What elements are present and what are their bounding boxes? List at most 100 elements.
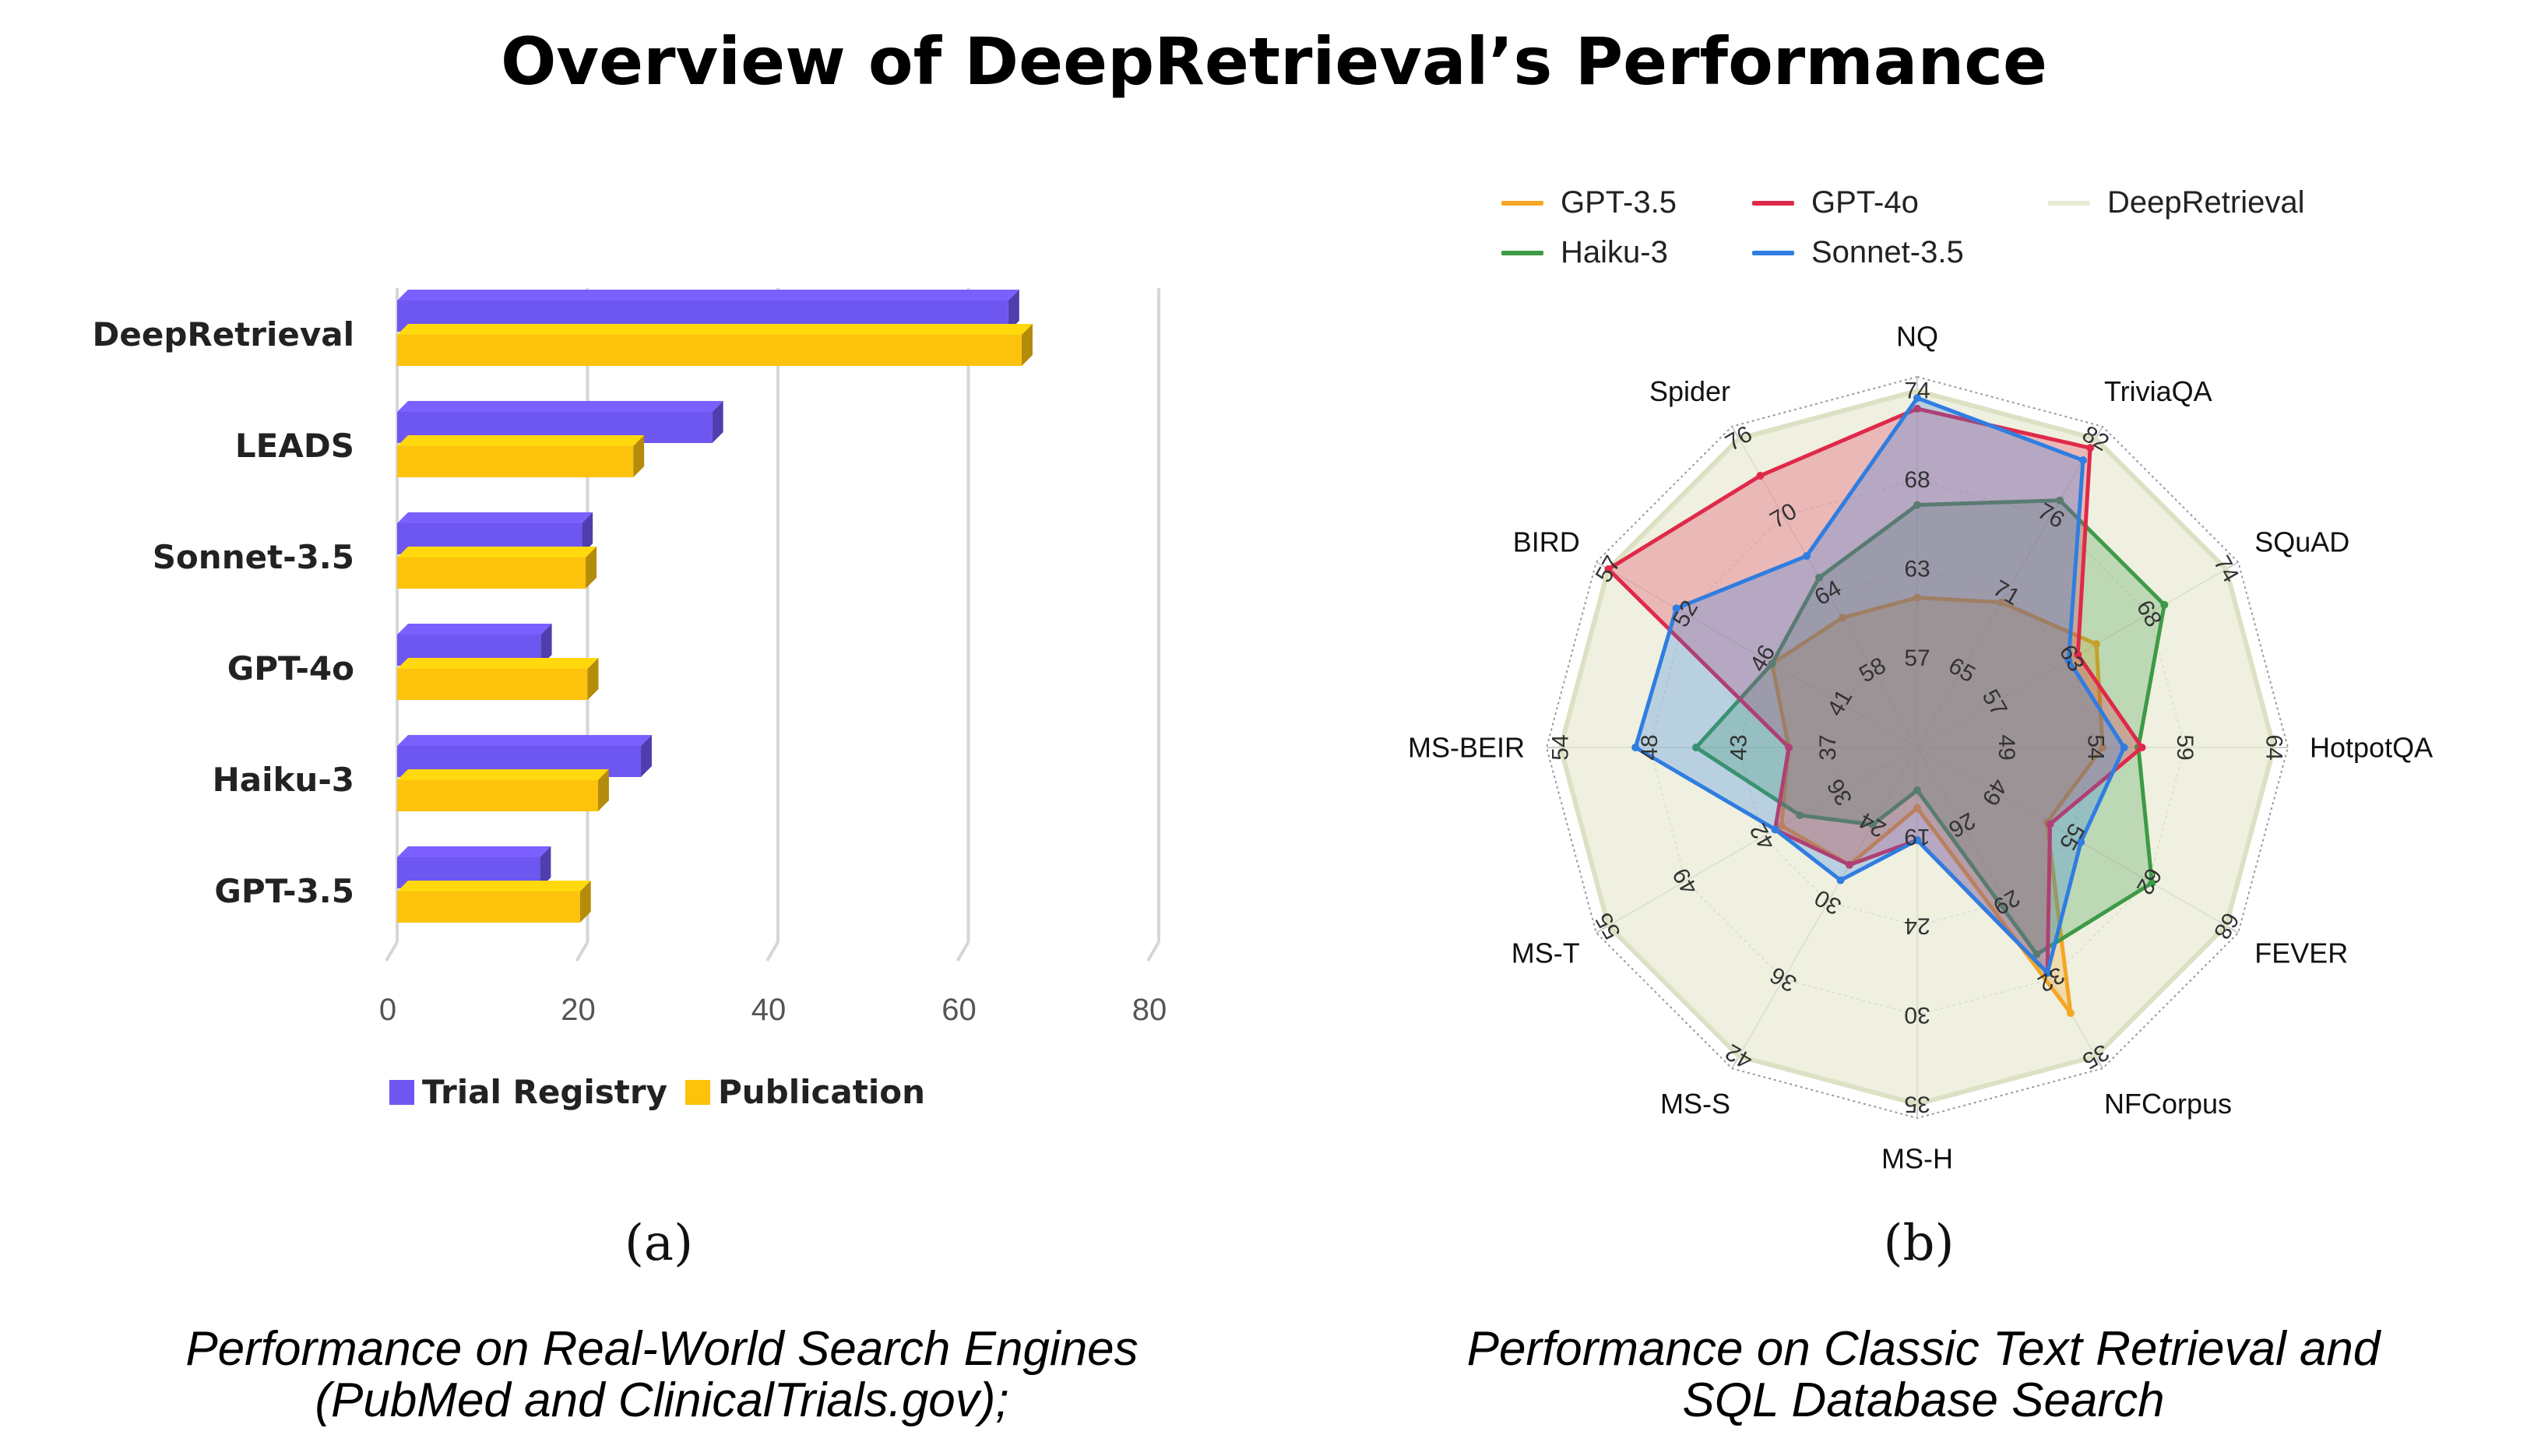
legend-publication: Publication — [685, 1073, 925, 1111]
radar-point — [1913, 501, 1921, 509]
radar-tick-label: 37 — [1815, 734, 1841, 760]
radar-point — [1997, 598, 2005, 607]
bar-gridline-foot — [385, 941, 399, 962]
radar-point — [2099, 744, 2107, 751]
radar-point — [2043, 969, 2052, 977]
radar-series-sonnet-3-5 — [1631, 394, 2128, 977]
panel-b-caption-line1: Performance on Classic Text Retrieval an… — [1466, 1322, 2381, 1376]
legend-gpt35-swatch — [1501, 200, 1543, 206]
radar-tick-label: 59 — [2172, 734, 2198, 760]
legend-haiku3-label: Haiku-3 — [1561, 235, 1668, 269]
radar-point — [1803, 552, 1811, 561]
bar-gridline-foot — [955, 941, 970, 962]
x-tick-label: 80 — [1132, 993, 1167, 1027]
radar-point — [1631, 744, 1640, 751]
radar-point — [2074, 650, 2082, 659]
radar-point — [1913, 786, 1921, 794]
radar-point — [2077, 838, 2085, 846]
radar-point — [2046, 820, 2054, 828]
radar-tick-label: 54 — [2083, 734, 2109, 760]
radar-axis-label: NFCorpus — [2104, 1088, 2232, 1120]
radar-axis-label: TriviaQA — [2104, 375, 2212, 407]
radar-axis-label: Spider — [1649, 375, 1730, 407]
radar-axis-label: MS-BEIR — [1408, 732, 1525, 764]
radar-axis-label: MS-H — [1881, 1143, 1953, 1175]
legend-sonnet35: Sonnet-3.5 — [1752, 235, 1964, 270]
bar-publication — [397, 547, 597, 589]
x-tick-label: 20 — [561, 993, 596, 1027]
radar-point — [1815, 573, 1824, 582]
x-tick-label: 0 — [379, 993, 396, 1027]
bar-publication — [397, 769, 609, 811]
legend-publication-label: Publication — [718, 1073, 926, 1111]
radar-point — [1771, 825, 1779, 834]
bar-publication — [397, 435, 645, 477]
radar-point — [1913, 394, 1921, 403]
y-category-label: GPT-3.5 — [214, 872, 354, 910]
radar-axis-label: SQuAD — [2254, 526, 2349, 558]
radar-tick-label: 64 — [2261, 734, 2287, 760]
radar-tick-label: 48 — [1637, 734, 1663, 760]
radar-point — [2138, 744, 2146, 751]
radar-axis-label: MS-T — [1512, 937, 1580, 969]
radar-axis-label: NQ — [1896, 321, 1938, 353]
radar-point — [2160, 600, 2169, 609]
radar-point — [1756, 471, 1765, 480]
radar-point — [2092, 640, 2101, 649]
radar-point — [1692, 744, 1701, 751]
legend-gpt4o-label: GPT-4o — [1811, 185, 1919, 220]
bar-gridline-foot — [575, 941, 589, 962]
bar-publication — [397, 658, 599, 700]
radar-point — [1913, 593, 1921, 602]
radar-tick-label: 57 — [1904, 645, 1930, 671]
radar-point — [2056, 496, 2064, 505]
bar-publication — [397, 881, 591, 923]
panel-b-tag: (b) — [1883, 1215, 1955, 1272]
x-tick-label: 60 — [941, 993, 977, 1027]
radar-point — [1672, 604, 1680, 613]
radar-tick-label: 74 — [1904, 378, 1930, 404]
y-category-label: Sonnet-3.5 — [153, 538, 354, 576]
page-title: Overview of DeepRetrieval’s Performance — [500, 23, 2048, 100]
radar-point — [1845, 860, 1853, 869]
radar-series-haiku-3 — [1692, 496, 2169, 958]
bar-publication — [397, 324, 1033, 366]
radar-point — [2086, 444, 2095, 452]
radar-tick-label: 49 — [1994, 734, 2019, 760]
bar-gridline-foot — [765, 941, 780, 962]
radar-tick-label: 54 — [1548, 734, 1574, 760]
x-tick-label: 40 — [751, 993, 787, 1027]
radar-point — [1604, 565, 1613, 573]
panel-a-caption: Performance on Real-World Search Engines… — [78, 1324, 1246, 1426]
radar-tick-label: 30 — [1904, 1002, 1930, 1028]
radar-point — [2064, 656, 2073, 664]
legend-gpt4o: GPT-4o — [1752, 185, 1919, 220]
radar-tick-label: 43 — [1726, 734, 1752, 760]
radar-point — [2032, 950, 2041, 958]
panel-a-caption-line2: (PubMed and ClinicalTrials.gov); — [315, 1373, 1009, 1427]
radar-point — [1868, 821, 1877, 829]
legend-publication-swatch — [685, 1079, 710, 1105]
y-category-label: GPT-4o — [227, 649, 354, 688]
panel-a-tag: (a) — [624, 1215, 694, 1272]
legend-deepretrieval: DeepRetrieval — [2048, 185, 2304, 220]
radar-tick-label: 24 — [1904, 913, 1930, 939]
legend-haiku3-swatch — [1501, 250, 1543, 255]
y-category-label: LEADS — [235, 427, 354, 465]
radar-point — [2120, 744, 2128, 751]
radar-point — [1785, 744, 1793, 751]
radar-point — [2078, 456, 2087, 465]
legend-deepretrieval-swatch — [2048, 200, 2090, 206]
legend-gpt35-label: GPT-3.5 — [1561, 185, 1677, 220]
y-category-label: Haiku-3 — [213, 761, 354, 799]
legend-haiku3: Haiku-3 — [1501, 235, 1668, 270]
radar-axis-label: MS-S — [1660, 1088, 1730, 1120]
radar-point — [1796, 811, 1804, 820]
radar-axis-label: FEVER — [2254, 937, 2348, 969]
legend-deepretrieval-label: DeepRetrieval — [2107, 185, 2305, 220]
legend-trial-registry-swatch — [389, 1079, 414, 1105]
radar-point — [2148, 879, 2156, 888]
panel-b-caption-line2: SQL Database Search — [1682, 1373, 2165, 1427]
